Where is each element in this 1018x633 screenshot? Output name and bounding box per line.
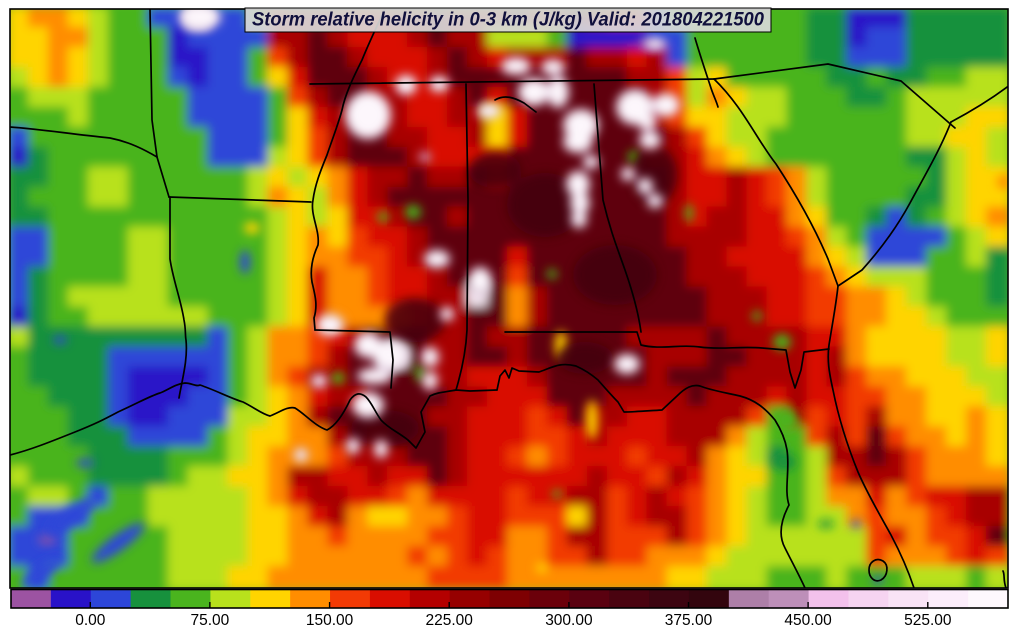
svg-text:450.00: 450.00 [784,612,832,629]
svg-text:150.00: 150.00 [306,612,354,629]
svg-text:0.00: 0.00 [75,612,106,629]
svg-text:225.00: 225.00 [425,612,473,629]
svg-text:375.00: 375.00 [665,612,713,629]
svg-text:Storm relative helicity in 0-3: Storm relative helicity in 0-3 km (J/kg)… [252,10,764,31]
svg-text:75.00: 75.00 [191,612,230,629]
svg-text:525.00: 525.00 [904,612,952,629]
svg-text:300.00: 300.00 [545,612,593,629]
